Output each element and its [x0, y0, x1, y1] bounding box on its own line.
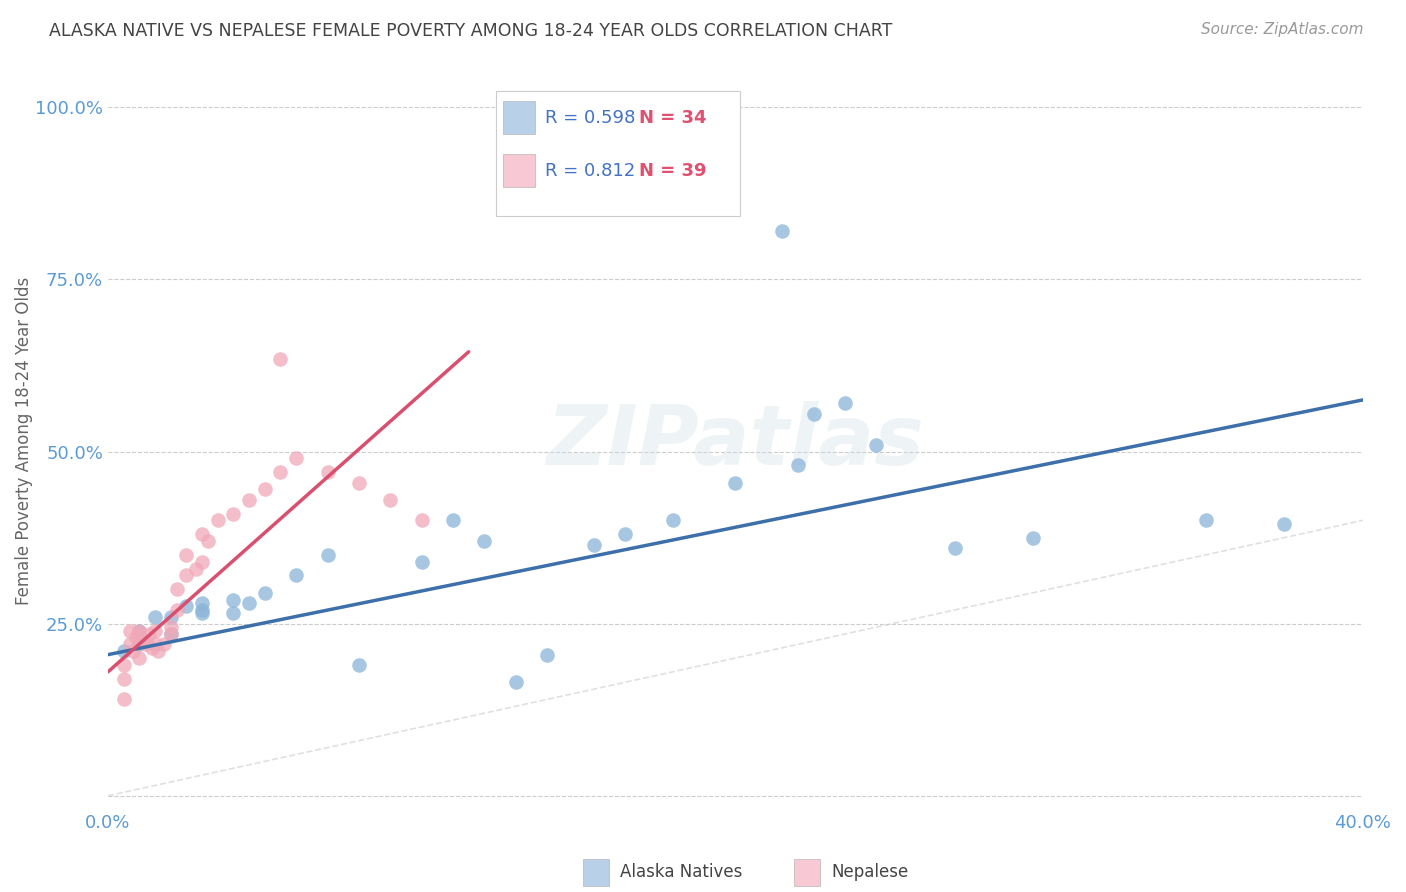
Point	[197, 534, 219, 549]
Point	[269, 465, 291, 479]
Text: R = 0.812: R = 0.812	[544, 161, 636, 179]
Point	[614, 527, 637, 541]
Text: N = 39: N = 39	[638, 161, 706, 179]
Point	[316, 465, 339, 479]
Point	[176, 568, 198, 582]
Point	[770, 224, 793, 238]
Y-axis label: Female Poverty Among 18-24 Year Olds: Female Poverty Among 18-24 Year Olds	[15, 277, 32, 606]
Point	[441, 513, 464, 527]
Point	[159, 627, 181, 641]
Point	[191, 555, 214, 569]
Point	[253, 483, 276, 497]
Point	[112, 657, 135, 672]
Point	[865, 438, 887, 452]
Point	[347, 475, 370, 490]
Point	[146, 644, 169, 658]
Point	[128, 624, 150, 638]
Point	[285, 568, 308, 582]
Text: Nepalese: Nepalese	[831, 863, 908, 881]
Point	[222, 507, 245, 521]
Point	[411, 555, 433, 569]
Point	[176, 599, 198, 614]
Point	[128, 627, 150, 641]
Text: R = 0.598: R = 0.598	[544, 109, 636, 127]
Point	[380, 492, 402, 507]
FancyBboxPatch shape	[503, 101, 534, 134]
Point	[1195, 513, 1218, 527]
Point	[128, 637, 150, 651]
Point	[159, 609, 181, 624]
Point	[143, 609, 166, 624]
Point	[118, 637, 141, 651]
Point	[803, 407, 825, 421]
Point	[143, 637, 166, 651]
Point	[135, 633, 157, 648]
Point	[112, 672, 135, 686]
Point	[128, 651, 150, 665]
Point	[191, 603, 214, 617]
Point	[191, 527, 214, 541]
Point	[347, 657, 370, 672]
Point	[176, 548, 198, 562]
Point	[1272, 516, 1295, 531]
Text: Alaska Natives: Alaska Natives	[620, 863, 742, 881]
Point	[943, 541, 966, 555]
Point	[207, 513, 229, 527]
Point	[661, 513, 683, 527]
Text: ZIPatlas: ZIPatlas	[547, 401, 924, 482]
Point	[222, 592, 245, 607]
Point	[112, 644, 135, 658]
Point	[153, 637, 176, 651]
FancyBboxPatch shape	[503, 154, 534, 187]
Point	[159, 627, 181, 641]
Text: N = 34: N = 34	[638, 109, 706, 127]
Point	[787, 458, 810, 473]
Point	[316, 548, 339, 562]
Point	[159, 620, 181, 634]
Point	[536, 648, 558, 662]
Point	[128, 633, 150, 648]
Point	[238, 492, 260, 507]
Point	[269, 351, 291, 366]
Point	[834, 396, 856, 410]
Point	[138, 627, 160, 641]
Point	[122, 644, 145, 658]
Point	[143, 624, 166, 638]
Point	[1022, 531, 1045, 545]
Point	[112, 692, 135, 706]
Point	[191, 607, 214, 621]
Text: ALASKA NATIVE VS NEPALESE FEMALE POVERTY AMONG 18-24 YEAR OLDS CORRELATION CHART: ALASKA NATIVE VS NEPALESE FEMALE POVERTY…	[49, 22, 893, 40]
Point	[166, 603, 188, 617]
Point	[135, 637, 157, 651]
Point	[505, 675, 527, 690]
Point	[238, 596, 260, 610]
Point	[411, 513, 433, 527]
Point	[472, 534, 495, 549]
Point	[184, 561, 207, 575]
Point	[125, 631, 148, 645]
Point	[128, 624, 150, 638]
Point	[583, 537, 606, 551]
Point	[222, 607, 245, 621]
Text: Source: ZipAtlas.com: Source: ZipAtlas.com	[1201, 22, 1364, 37]
FancyBboxPatch shape	[496, 91, 741, 216]
Point	[141, 640, 163, 655]
Point	[724, 475, 747, 490]
Point	[191, 596, 214, 610]
Point	[285, 451, 308, 466]
Point	[166, 582, 188, 597]
Point	[253, 585, 276, 599]
Point	[118, 624, 141, 638]
